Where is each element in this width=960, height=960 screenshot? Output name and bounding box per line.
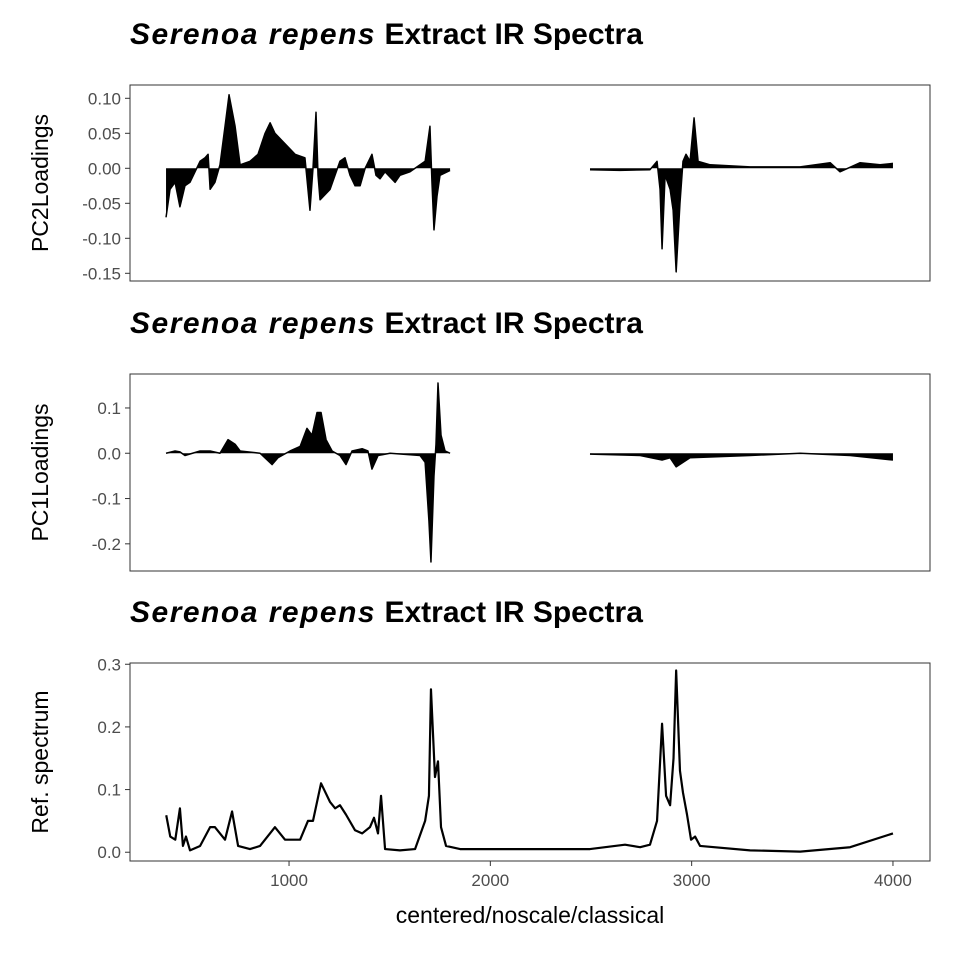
title-space [376, 307, 384, 340]
area-line [165, 382, 894, 563]
title-space [376, 596, 384, 629]
y-tick-label: 0.1 [97, 781, 121, 800]
area-fill [166, 383, 893, 562]
y-tick-label: 0.0 [97, 444, 121, 463]
area-line [165, 94, 894, 273]
title-text: Extract IR Spectra [384, 596, 643, 629]
title-text: Extract IR Spectra [384, 307, 643, 340]
y-tick-label: 0.3 [97, 655, 121, 674]
title-species: Serenoa repens [130, 18, 376, 51]
y-tick-label: 0.00 [88, 159, 121, 178]
y-tick-label: 0.1 [97, 399, 121, 418]
y-tick-label: -0.10 [82, 229, 121, 248]
area-fill [166, 94, 893, 272]
y-axis-label: Ref. spectrum [27, 690, 53, 833]
x-tick-label: 3000 [673, 871, 711, 890]
y-tick-label: -0.15 [82, 264, 121, 283]
y-tick-label: 0.10 [88, 89, 121, 108]
y-axis-label: PC1Loadings [27, 403, 53, 541]
x-axis-label: centered/noscale/classical [396, 902, 664, 928]
chart-title: Serenoa repens Extract IR Spectra [130, 596, 643, 629]
chart-title: Serenoa repens Extract IR Spectra [130, 307, 643, 340]
plot-frame [129, 662, 931, 862]
chart-title: Serenoa repens Extract IR Spectra [130, 18, 643, 51]
x-tick-label: 1000 [270, 871, 308, 890]
title-text: Extract IR Spectra [384, 18, 643, 51]
x-tick-label: 2000 [471, 871, 509, 890]
y-tick-label: 0.05 [88, 124, 121, 143]
x-tick-label: 4000 [874, 871, 912, 890]
y-tick-label: 0.2 [97, 718, 121, 737]
y-tick-label: -0.05 [82, 194, 121, 213]
y-tick-label: 0.0 [97, 843, 121, 862]
y-tick-label: -0.2 [92, 535, 121, 554]
plot-frame [129, 373, 931, 572]
line [165, 669, 894, 853]
title-space [376, 18, 384, 51]
title-species: Serenoa repens [130, 307, 376, 340]
y-axis-label: PC2Loadings [27, 114, 53, 252]
y-tick-label: -0.1 [92, 490, 121, 509]
title-species: Serenoa repens [130, 596, 376, 629]
plot-frame [129, 84, 931, 282]
